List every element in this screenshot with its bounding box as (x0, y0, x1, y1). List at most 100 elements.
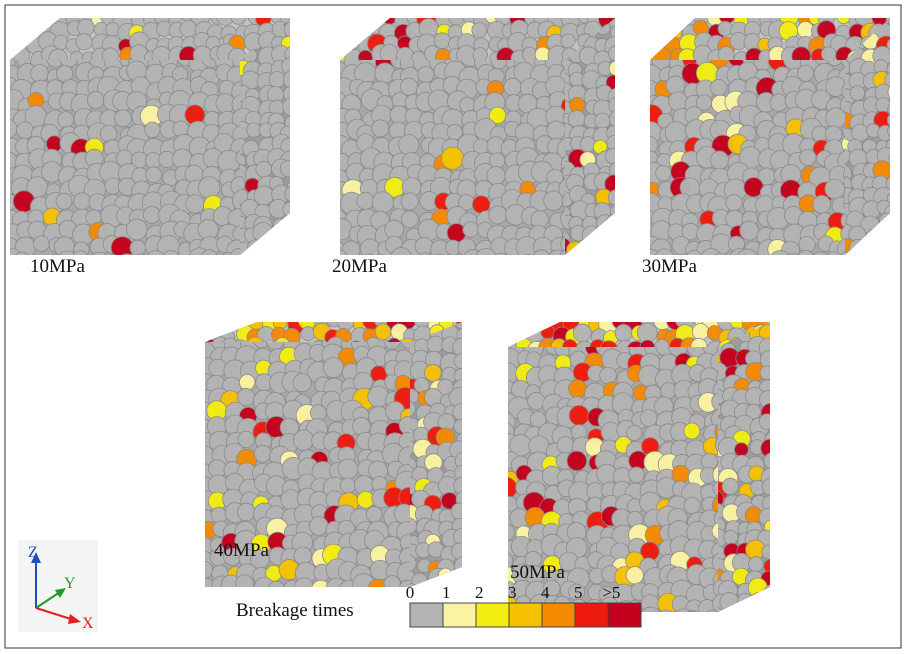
particle (672, 465, 689, 482)
particle (573, 324, 591, 342)
particle (684, 423, 700, 439)
legend-swatch (542, 603, 575, 627)
particle (568, 111, 585, 128)
particle (734, 443, 748, 457)
particle (372, 120, 389, 137)
particle (76, 34, 92, 50)
legend-swatch (443, 603, 476, 627)
particle (294, 547, 311, 564)
particle (692, 323, 708, 339)
particle (372, 192, 393, 213)
particle (669, 92, 688, 111)
legend-label: 0 (406, 583, 415, 602)
particle (726, 195, 742, 211)
particle (100, 125, 116, 141)
particle (401, 193, 418, 210)
particle (74, 193, 91, 210)
particle (209, 359, 226, 376)
particle (357, 192, 374, 209)
particle (569, 380, 587, 398)
panel-label: 50MPa (510, 562, 565, 583)
particle (472, 23, 487, 38)
particle (595, 113, 610, 128)
legend-label: >5 (602, 583, 620, 602)
particle (145, 122, 161, 138)
particle (114, 110, 131, 127)
particle (640, 410, 657, 427)
particle (826, 108, 846, 128)
particle (56, 193, 72, 209)
particle (504, 78, 521, 95)
particle (441, 147, 463, 169)
particle (665, 121, 687, 143)
particle (301, 327, 315, 341)
panel-label: 10MPa (30, 256, 85, 277)
particle (656, 165, 671, 180)
particle (710, 79, 727, 96)
particle (375, 324, 391, 340)
particles (326, 47, 585, 275)
legend-swatch (476, 603, 509, 627)
particle (740, 221, 759, 240)
particle (415, 237, 433, 255)
particle (424, 364, 441, 381)
particle (547, 121, 566, 140)
particle (770, 94, 787, 111)
particle (434, 33, 450, 49)
particle (821, 47, 836, 62)
particle (401, 211, 418, 228)
panel-label: 30MPa (642, 256, 697, 277)
particle (544, 191, 563, 210)
particle (399, 135, 419, 155)
particle (600, 367, 617, 384)
particle (447, 124, 462, 139)
particle (580, 137, 595, 152)
legend-label: 2 (475, 583, 484, 602)
particle (825, 179, 845, 199)
particle (850, 86, 865, 101)
panel-label: 20MPa (332, 256, 387, 277)
legend-swatch (575, 603, 608, 627)
particle (17, 122, 34, 139)
particle (418, 66, 434, 82)
particle (239, 375, 255, 391)
particle (463, 222, 479, 238)
particle (375, 63, 395, 83)
particle (293, 430, 313, 450)
particle (146, 167, 162, 183)
particle (724, 530, 738, 544)
particle (684, 497, 700, 513)
particle (106, 23, 120, 37)
particle (130, 240, 146, 256)
particle (254, 445, 271, 462)
particle (380, 45, 398, 63)
particle (368, 386, 389, 407)
particle (31, 64, 49, 82)
particle (186, 195, 204, 213)
particles (707, 311, 781, 628)
legend-swatch (608, 603, 641, 627)
particle (366, 506, 382, 522)
particle (180, 20, 197, 37)
particle (473, 48, 487, 62)
particle (199, 177, 220, 198)
particle (211, 507, 227, 523)
particle (173, 149, 193, 169)
axis-label: Y (64, 575, 76, 592)
particle (561, 34, 575, 48)
particle (293, 373, 311, 391)
particle (34, 236, 50, 252)
particle (269, 72, 285, 88)
particle (587, 497, 603, 513)
particle (126, 219, 147, 240)
particle (427, 336, 444, 353)
legend-label: 4 (541, 583, 550, 602)
particle (718, 21, 733, 36)
particle (323, 357, 343, 377)
particle (629, 467, 645, 483)
particle (87, 92, 104, 109)
axis-triad: Z Y X (18, 540, 98, 632)
particle (254, 186, 274, 206)
particle (749, 557, 764, 572)
particle (528, 392, 545, 409)
